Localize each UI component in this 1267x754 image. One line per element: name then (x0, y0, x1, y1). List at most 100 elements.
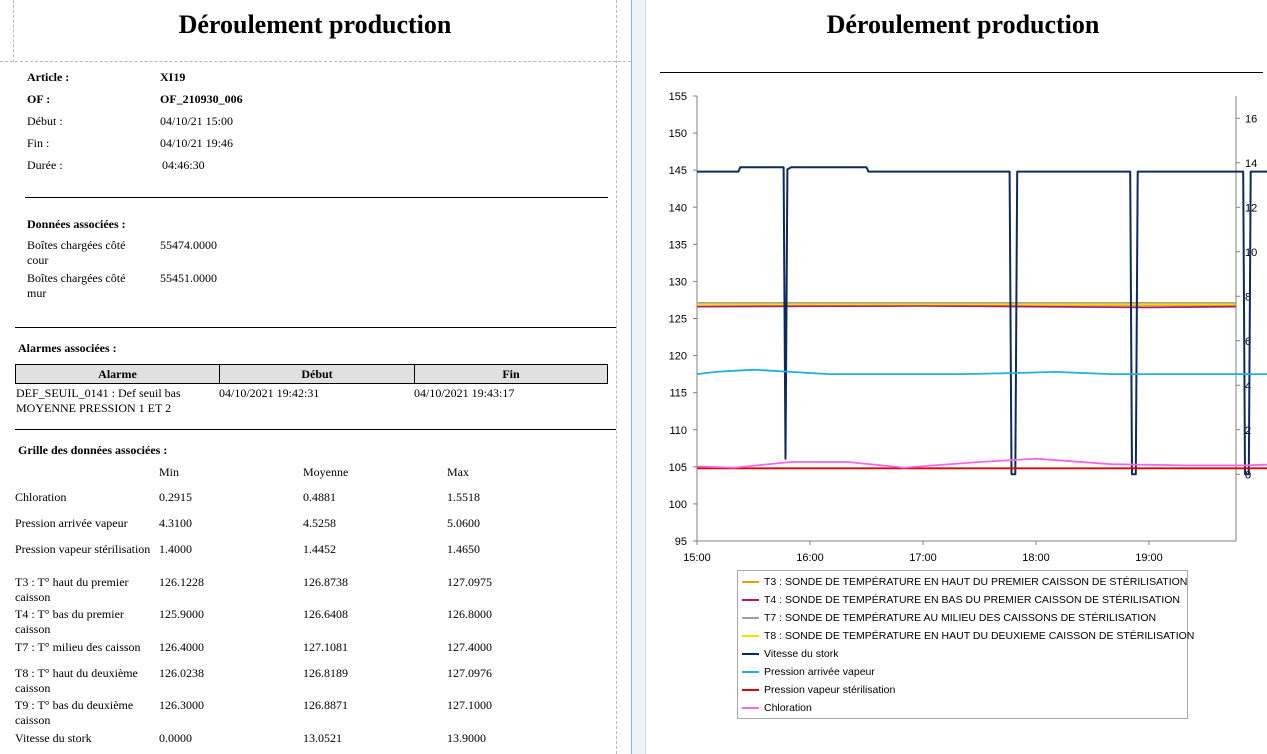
legend-label: T4 : SONDE DE TEMPÉRATURE EN BAS DU PREM… (764, 594, 1180, 606)
grille-row-max: 127.1000 (447, 698, 492, 712)
header-separator (0, 61, 631, 62)
legend-label: T8 : SONDE DE TEMPÉRATURE EN HAUT DU DEU… (764, 630, 1195, 642)
info-value: 04:46:30 (162, 158, 205, 172)
page-title: Déroulement production (178, 10, 452, 39)
alarmes-header-alarme: Alarme (15, 364, 220, 384)
legend-label: T3 : SONDE DE TEMPÉRATURE EN HAUT DU PRE… (764, 576, 1188, 588)
y-left-tick-label: 95 (675, 536, 687, 548)
alarmes-divider (15, 429, 616, 430)
info-divider (25, 197, 608, 198)
chart-title-rule (660, 72, 1263, 73)
grille-row-label: T7 : T° milieu des caisson (15, 640, 141, 654)
grille-row-min: 126.0238 (159, 666, 204, 680)
y-right-tick-label: 4 (1245, 380, 1251, 392)
grille-row-max: 126.8000 (447, 607, 492, 621)
y-left-tick-label: 115 (669, 388, 687, 400)
grille-title: Grille des données associées : (18, 443, 168, 457)
info-label: Durée : (27, 158, 63, 172)
grille-header-moyenne: Moyenne (303, 465, 349, 479)
info-label: Début : (27, 114, 63, 128)
y-left-tick-label: 135 (669, 239, 687, 251)
series-line (696, 368, 1267, 376)
legend-label: Chloration (764, 702, 812, 714)
legend-swatch (742, 671, 759, 673)
legend-label: Pression vapeur stérilisation (764, 684, 896, 696)
grille-row-label: T9 : T° bas du deuxième caisson (15, 698, 134, 727)
grille-row-moyenne: 13.0521 (303, 731, 342, 745)
series-line (696, 457, 1267, 469)
grille-row-label: T4 : T° bas du premier caisson (15, 607, 124, 636)
alarme-row-debut: 04/10/2021 19:42:31 (219, 386, 320, 400)
donnees-label: Boîtes chargées côté cour (27, 238, 126, 267)
y-left-tick-label: 125 (669, 314, 687, 326)
grille-header-min: Min (159, 465, 180, 479)
y-left-tick-label: 145 (669, 165, 687, 177)
grille-row-moyenne: 127.1081 (303, 640, 348, 654)
donnees-value: 55451.0000 (160, 271, 217, 285)
info-label: OF : (27, 92, 51, 106)
grille-row-max: 5.0600 (447, 516, 480, 530)
grille-row-label: T8 : T° haut du deuxième caisson (15, 666, 138, 695)
legend-label: T7 : SONDE DE TEMPÉRATURE AU MILIEU DES … (764, 612, 1157, 624)
legend-swatch (742, 653, 759, 655)
grille-row-label: Vitesse du stork (15, 731, 92, 745)
donnees-divider (15, 327, 616, 328)
alarmes-title: Alarmes associées : (18, 341, 117, 355)
grille-row-label: T3 : T° haut du premier caisson (15, 575, 129, 604)
page-border-left (13, 0, 14, 62)
grille-row-max: 13.9000 (447, 731, 486, 745)
y-left-tick-label: 100 (669, 499, 687, 511)
grille-row-min: 126.4000 (159, 640, 204, 654)
x-tick-label: 15:00 (683, 552, 711, 564)
grille-row-min: 125.9000 (159, 607, 204, 621)
info-value: XI19 (160, 70, 186, 84)
grille-row-min: 4.3100 (159, 516, 192, 530)
y-left-tick-label: 150 (669, 128, 687, 140)
y-left-tick-label: 155 (669, 91, 687, 103)
grille-row-moyenne: 126.8871 (303, 698, 348, 712)
grille-header-max: Max (447, 465, 469, 479)
page-gutter (631, 0, 646, 754)
grille-row-min: 1.4000 (159, 542, 192, 556)
x-tick-label: 19:00 (1135, 552, 1163, 564)
info-value: 04/10/21 15:00 (160, 114, 234, 128)
chart-page-title: Déroulement production (826, 10, 1100, 39)
grille-row-min: 0.0000 (159, 731, 192, 745)
x-tick-label: 17:00 (909, 552, 937, 564)
y-left-tick-label: 130 (669, 276, 687, 288)
grille-row-moyenne: 1.4452 (303, 542, 336, 556)
grille-row-label: Pression arrivée vapeur (15, 516, 128, 530)
series-line (697, 166, 1267, 476)
info-value: 04/10/21 19:46 (160, 136, 234, 150)
grille-row-moyenne: 126.6408 (303, 607, 348, 621)
y-right-tick-label: 16 (1245, 113, 1257, 125)
legend-swatch (742, 689, 759, 691)
y-right-tick-label: 6 (1245, 336, 1251, 348)
grille-row-max: 1.4650 (447, 542, 480, 556)
x-tick-label: 18:00 (1022, 552, 1050, 564)
legend-swatch (742, 635, 759, 637)
info-value: OF_210930_006 (160, 92, 243, 106)
y-left-tick-label: 140 (669, 202, 687, 214)
page-border-right (616, 0, 617, 754)
chart-legend: T3 : SONDE DE TEMPÉRATURE EN HAUT DU PRE… (737, 570, 1194, 719)
donnees-title: Données associées : (27, 217, 126, 231)
y-right-tick-label: 2 (1245, 425, 1251, 437)
alarme-row-fin: 04/10/2021 19:43:17 (414, 386, 515, 400)
legend-label: Vitesse du stork (764, 648, 839, 660)
grille-row-moyenne: 0.4881 (303, 490, 336, 504)
report-left-page: Déroulement production Article : XI19 OF :… (0, 0, 631, 754)
y-left-tick-label: 120 (669, 351, 687, 363)
y-right-tick-label: 14 (1245, 158, 1257, 170)
y-left-tick-label: 105 (669, 462, 687, 474)
grille-row-min: 0.2915 (159, 490, 192, 504)
grille-row-label: Pression vapeur stérilisation (15, 542, 151, 556)
grille-row-moyenne: 4.5258 (303, 516, 336, 530)
alarmes-header-fin: Fin (414, 364, 608, 384)
alarme-row-label: DEF_SEUIL_0141 : Def seuil bas MOYENNE P… (16, 386, 181, 415)
grille-row-max: 127.4000 (447, 640, 492, 654)
legend-swatch (742, 707, 759, 709)
legend-label: Pression arrivée vapeur (764, 666, 875, 678)
grille-row-min: 126.3000 (159, 698, 204, 712)
